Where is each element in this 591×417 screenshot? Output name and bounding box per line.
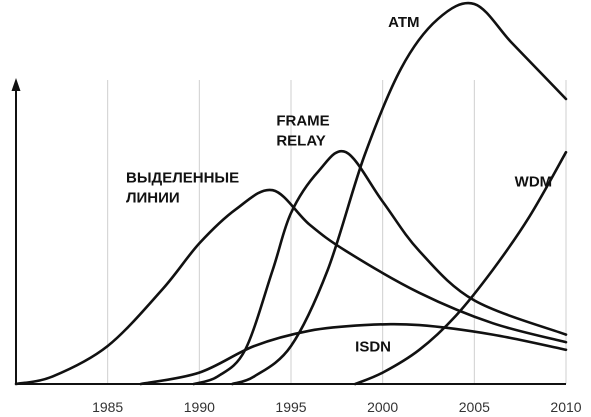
x-tick-label-1990: 1990 [184, 399, 215, 415]
series-labels: ВЫДЕЛЕННЫЕ ЛИНИИ FRAME RELAY ATM ISDN WDM [126, 14, 552, 356]
x-tick-label-2000: 2000 [367, 399, 398, 415]
series-line-frame-relay [192, 149, 568, 386]
series-label-line: ISDN [355, 339, 391, 356]
series-line-wdm [353, 150, 568, 386]
series-label-frame-relay: FRAME RELAY [276, 113, 329, 150]
series-label-isdn: ISDN [355, 339, 391, 356]
series-label-line: ATM [388, 14, 419, 31]
x-tick-label-1995: 1995 [275, 399, 306, 415]
y-axis-arrow-icon [11, 78, 21, 91]
series-label-line: RELAY [276, 133, 325, 150]
series-label-line: WDM [515, 173, 553, 190]
series-line-isdn [139, 322, 568, 386]
series-line-выделенные-линии [14, 188, 568, 386]
series-label-line: ЛИНИИ [126, 190, 180, 207]
x-tick-label-2010: 2010 [550, 399, 581, 415]
x-tick-label-2005: 2005 [459, 399, 490, 415]
series-curves [14, 1, 568, 386]
series-label-line: FRAME [276, 113, 329, 130]
series-line-atm [231, 1, 568, 386]
x-tick-labels: 1985 1990 1995 2000 2005 2010 [92, 399, 582, 415]
x-tick-label-1985: 1985 [92, 399, 123, 415]
gridlines [107, 80, 567, 384]
series-label-line: ВЫДЕЛЕННЫЕ [126, 170, 239, 187]
axes [11, 78, 566, 385]
series-label-wdm: WDM [515, 173, 553, 190]
series-label-выделенные-линии: ВЫДЕЛЕННЫЕ ЛИНИИ [126, 170, 239, 207]
series-label-atm: ATM [388, 14, 419, 31]
